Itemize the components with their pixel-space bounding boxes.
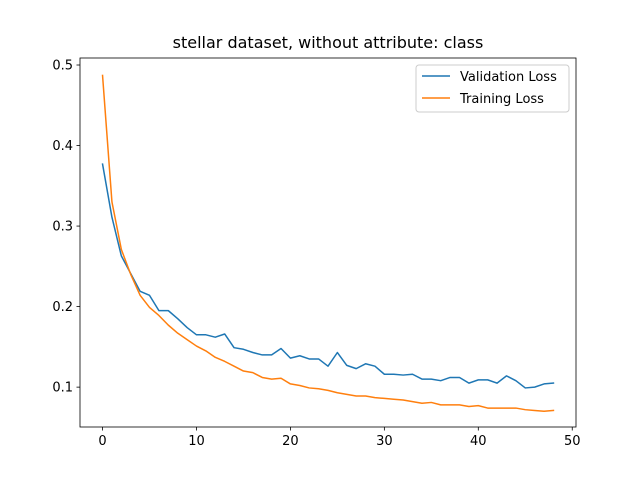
chart-title: stellar dataset, without attribute: clas… — [173, 33, 484, 52]
series-line-validation-loss — [101, 163, 555, 389]
y-tick-label: 0.1 — [52, 381, 73, 396]
legend-label: Validation Loss — [460, 70, 557, 85]
x-tick-label: 50 — [564, 434, 581, 449]
x-tick-label: 0 — [98, 434, 106, 449]
legend-box — [415, 64, 570, 113]
x-tick-label: 40 — [470, 434, 487, 449]
x-tick-label: 30 — [376, 434, 393, 449]
x-tick-label: 20 — [282, 434, 299, 449]
y-tick-label: 0.5 — [52, 59, 73, 74]
x-tick-label: 10 — [188, 434, 205, 449]
y-tick-label: 0.2 — [52, 300, 73, 315]
plot-frame — [79, 57, 577, 428]
series-line-training-loss — [101, 74, 555, 413]
axes: 0 10 20 30 40 50 0.1 0.2 0.3 0.4 0.5 — [52, 57, 581, 449]
plot-area — [101, 74, 555, 413]
y-tick-label: 0.3 — [52, 220, 73, 235]
legend-label: Training Loss — [459, 92, 544, 107]
y-tick-label: 0.4 — [52, 139, 73, 154]
legend: Validation Loss Training Loss — [415, 64, 570, 113]
